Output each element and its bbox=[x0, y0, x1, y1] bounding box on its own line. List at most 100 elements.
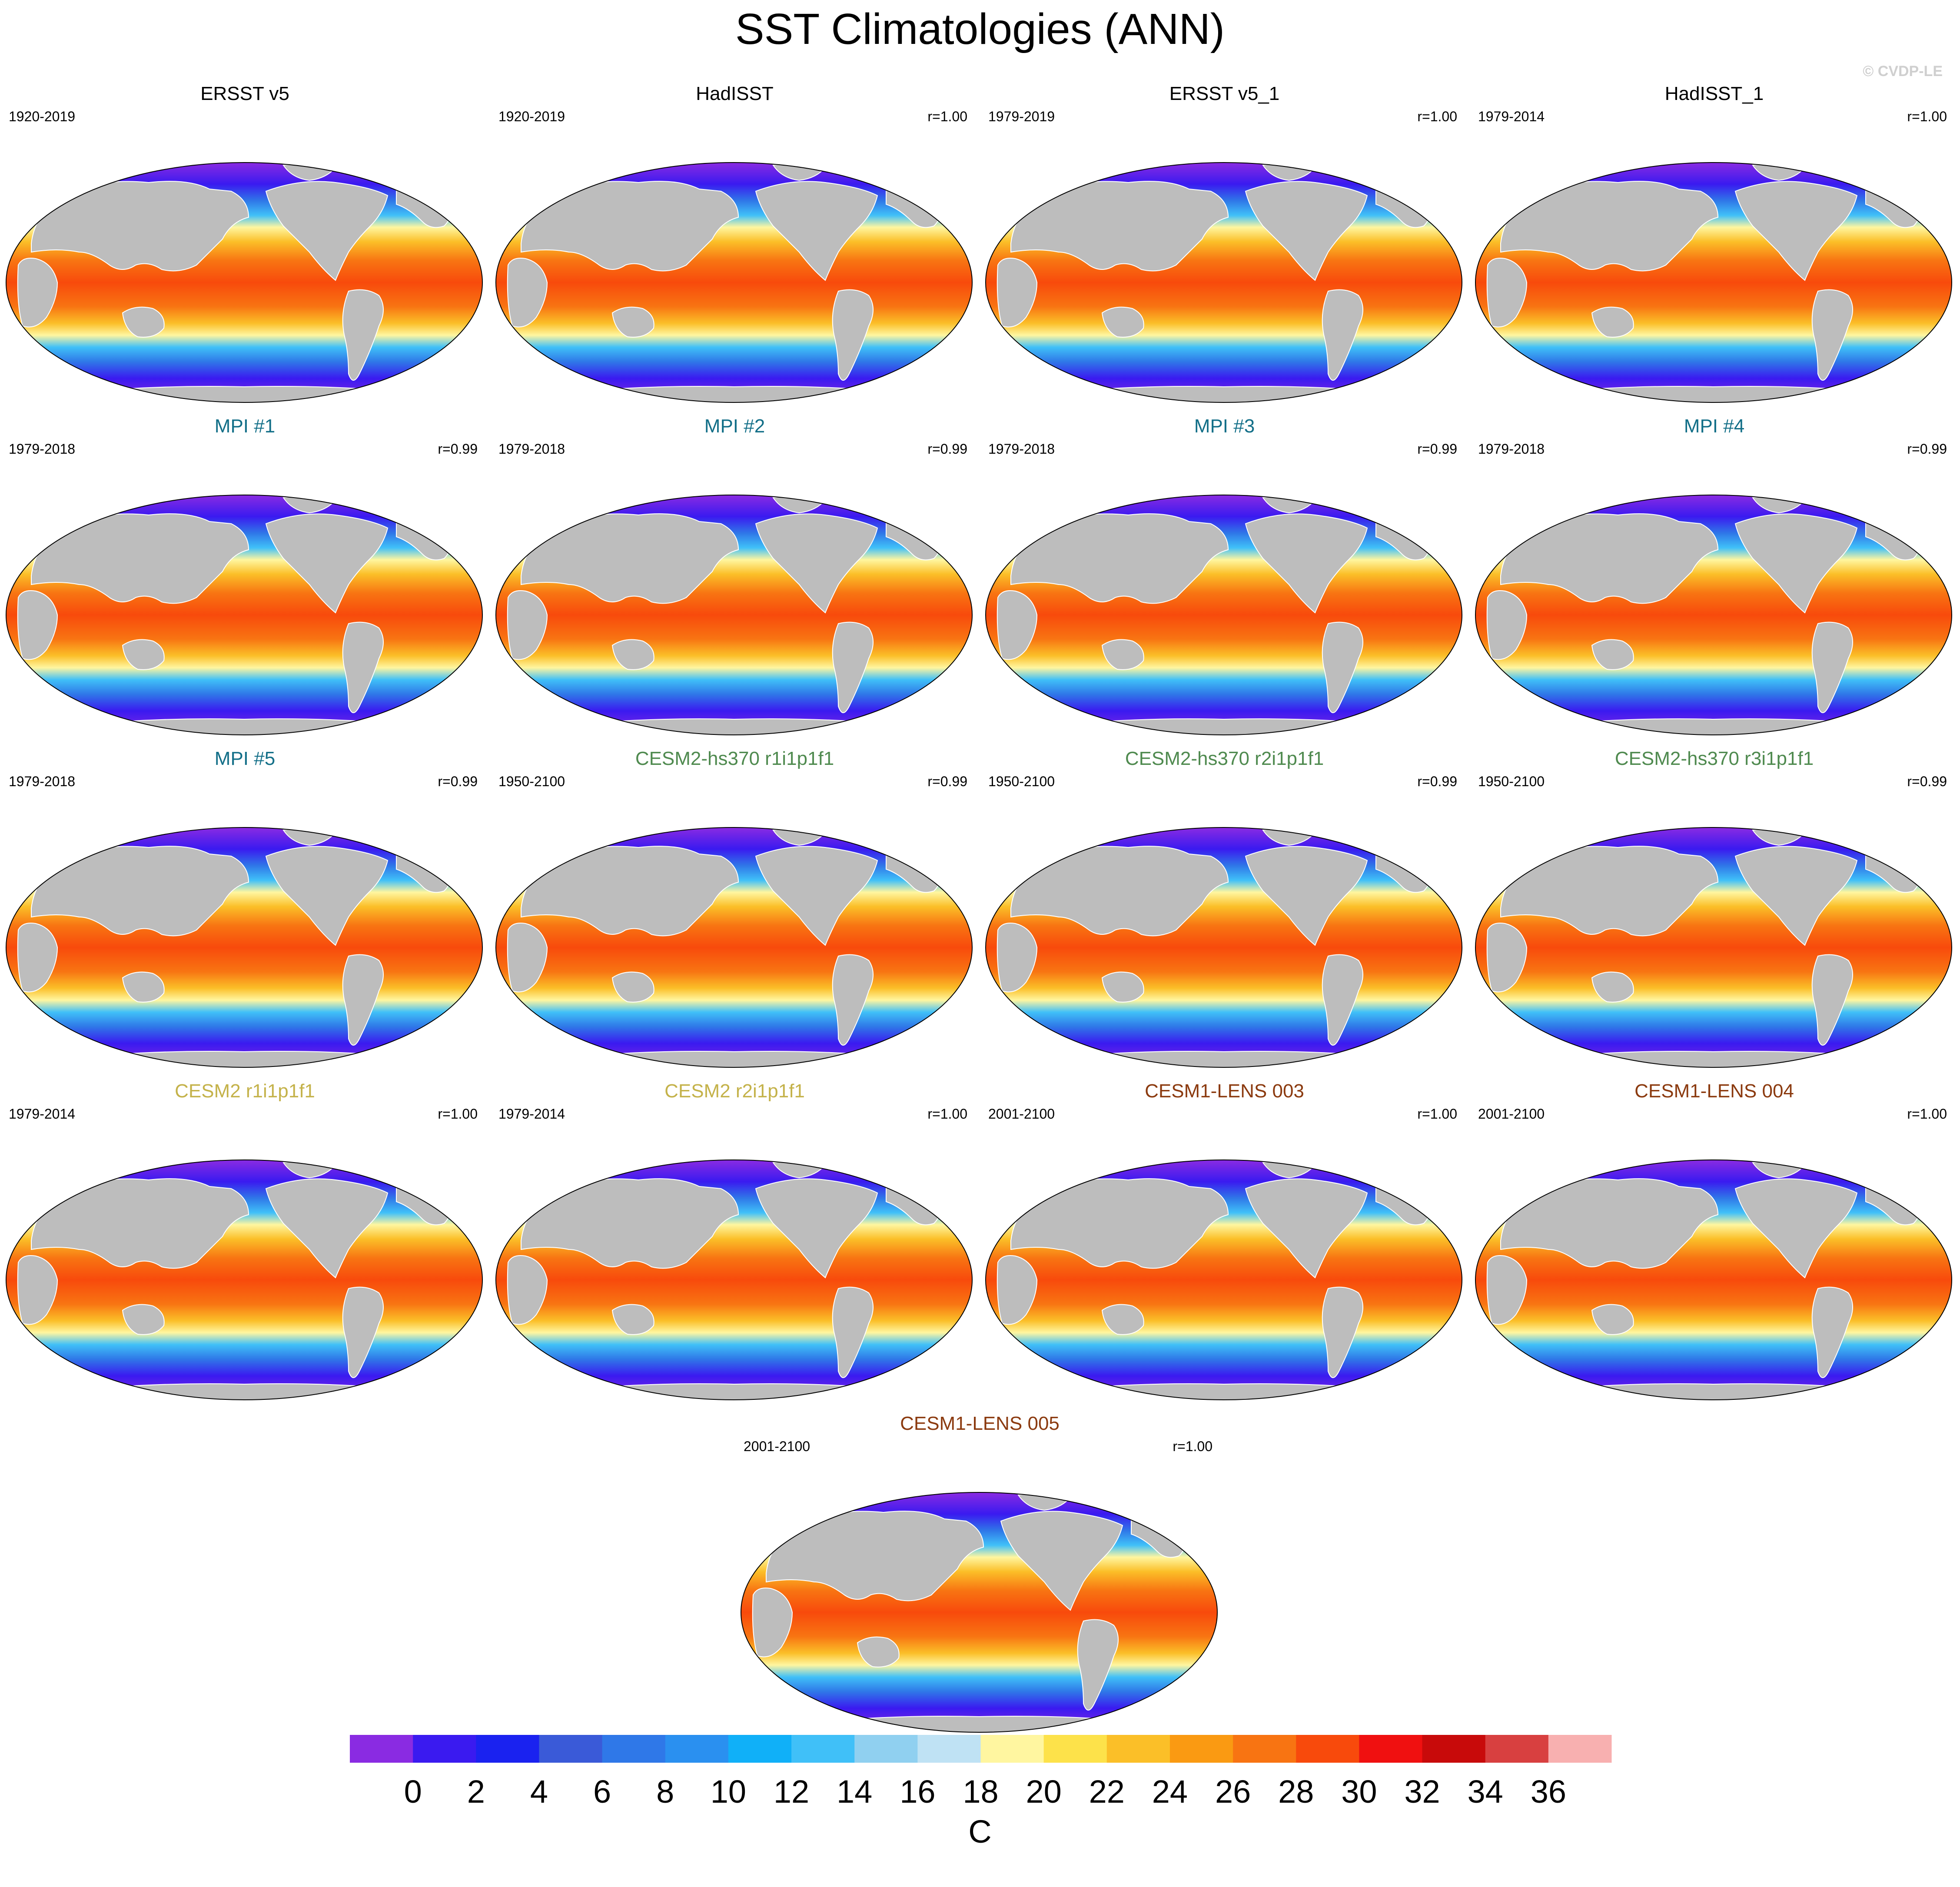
land-mass bbox=[805, 1716, 1153, 1732]
map-outline bbox=[6, 495, 483, 735]
map-panel: MPI #4 1979-2018 r=0.99 bbox=[1469, 415, 1959, 745]
land-mass bbox=[70, 1383, 419, 1400]
land-mass bbox=[1539, 386, 1888, 402]
sst-map bbox=[6, 495, 483, 735]
sst-map bbox=[985, 162, 1462, 403]
land-mass bbox=[857, 1636, 900, 1668]
panel-title: MPI #4 bbox=[1684, 415, 1745, 437]
sst-map bbox=[985, 1159, 1462, 1400]
sst-map bbox=[6, 1159, 483, 1400]
land-mass bbox=[17, 1255, 58, 1325]
panel-title: ERSST v5_1 bbox=[1169, 83, 1280, 104]
panel-title: CESM2-hs370 r1i1p1f1 bbox=[635, 748, 834, 769]
land-mass bbox=[1322, 954, 1363, 1046]
panel-title: MPI #5 bbox=[214, 748, 276, 769]
map-panel: ERSST v5_1 1979-2019 r=1.00 bbox=[980, 83, 1469, 413]
panel-years: 1979-2018 bbox=[9, 441, 76, 457]
land-mass bbox=[832, 289, 874, 381]
map-outline bbox=[985, 495, 1462, 735]
panel-correlation: r=1.00 bbox=[438, 1106, 478, 1122]
map-panel: CESM2 r1i1p1f1 1979-2014 r=1.00 bbox=[0, 1080, 490, 1410]
land-mass bbox=[1734, 513, 1858, 614]
land-mass bbox=[1486, 1255, 1528, 1325]
land-mass bbox=[1811, 954, 1853, 1046]
panel-years: 2001-2100 bbox=[1478, 1106, 1545, 1122]
map-outline bbox=[6, 1159, 483, 1400]
land-mass bbox=[342, 621, 384, 713]
land-mass bbox=[1734, 1178, 1858, 1279]
sst-map bbox=[1475, 162, 1952, 403]
land-mass bbox=[1811, 621, 1853, 713]
panel-title: HadISST bbox=[696, 83, 774, 104]
land-mass bbox=[507, 258, 548, 328]
land-mass bbox=[1322, 621, 1363, 713]
map-outline bbox=[1475, 827, 1952, 1068]
panel-title: HadISST_1 bbox=[1664, 83, 1764, 104]
map-outline bbox=[1475, 495, 1952, 735]
land-mass bbox=[560, 718, 908, 735]
panel-correlation: r=0.99 bbox=[927, 441, 967, 457]
panel-title: MPI #1 bbox=[214, 415, 276, 437]
map-panel: CESM2 r2i1p1f1 1979-2014 r=1.00 bbox=[490, 1080, 980, 1410]
land-mass bbox=[997, 923, 1038, 993]
land-mass bbox=[17, 590, 58, 660]
map-panel: CESM2-hs370 r2i1p1f1 1950-2100 r=0.99 bbox=[980, 747, 1469, 1078]
panel-years: 1950-2100 bbox=[498, 774, 565, 789]
land-mass bbox=[1077, 1619, 1119, 1711]
panel-years: 1979-2014 bbox=[9, 1106, 76, 1122]
land-mass bbox=[265, 1178, 389, 1279]
land-mass bbox=[755, 1178, 878, 1279]
map-outline bbox=[985, 1159, 1462, 1400]
map-outline bbox=[985, 827, 1462, 1068]
land-mass bbox=[1101, 971, 1144, 1003]
land-mass bbox=[1539, 718, 1888, 735]
panel-title: CESM2-hs370 r3i1p1f1 bbox=[1615, 748, 1814, 769]
land-mass bbox=[1050, 718, 1398, 735]
panel-correlation: r=1.00 bbox=[1907, 109, 1947, 124]
land-mass bbox=[611, 306, 654, 338]
map-outline bbox=[495, 827, 973, 1068]
map-panel: ERSST v5 1920-2019 bbox=[0, 83, 490, 413]
map-outline bbox=[1475, 162, 1952, 403]
land-mass bbox=[1591, 639, 1634, 670]
land-mass bbox=[611, 639, 654, 670]
land-mass bbox=[342, 1286, 384, 1378]
map-outline bbox=[495, 162, 973, 403]
land-mass bbox=[1734, 181, 1858, 281]
panel-years: 1979-2014 bbox=[1478, 109, 1545, 124]
land-mass bbox=[832, 621, 874, 713]
land-mass bbox=[70, 386, 419, 402]
panel-title: CESM2 r2i1p1f1 bbox=[664, 1080, 805, 1102]
map-panel: MPI #3 1979-2018 r=0.99 bbox=[980, 415, 1469, 745]
sst-map bbox=[495, 162, 973, 403]
sst-map bbox=[495, 827, 973, 1068]
panel-title: CESM1-LENS 004 bbox=[1634, 1080, 1794, 1102]
map-outline bbox=[741, 1492, 1218, 1733]
land-mass bbox=[997, 590, 1038, 660]
panel-years: 1979-2018 bbox=[498, 441, 565, 457]
land-mass bbox=[1322, 289, 1363, 381]
map-panel: MPI #1 1979-2018 r=0.99 bbox=[0, 415, 490, 745]
land-mass bbox=[755, 513, 878, 614]
land-mass bbox=[1245, 181, 1368, 281]
land-mass bbox=[560, 386, 908, 402]
land-mass bbox=[1591, 971, 1634, 1003]
panel-correlation: r=0.99 bbox=[438, 774, 478, 789]
land-mass bbox=[1486, 258, 1528, 328]
land-mass bbox=[1050, 1383, 1398, 1400]
land-mass bbox=[1245, 1178, 1368, 1279]
land-mass bbox=[265, 846, 389, 946]
sst-map bbox=[741, 1492, 1218, 1733]
map-panel: MPI #5 1979-2018 r=0.99 bbox=[0, 747, 490, 1078]
sst-map bbox=[1475, 495, 1952, 735]
land-mass bbox=[1734, 846, 1858, 946]
panel-years: 1950-2100 bbox=[1478, 774, 1545, 789]
land-mass bbox=[1101, 1304, 1144, 1335]
map-panel: HadISST 1920-2019 r=1.00 bbox=[490, 83, 980, 413]
land-mass bbox=[1486, 923, 1528, 993]
panel-correlation: r=1.00 bbox=[1173, 1439, 1213, 1454]
panel-years: 2001-2100 bbox=[744, 1439, 811, 1454]
panel-correlation: r=0.99 bbox=[438, 441, 478, 457]
map-outline bbox=[985, 162, 1462, 403]
panel-years: 1920-2019 bbox=[9, 109, 76, 124]
